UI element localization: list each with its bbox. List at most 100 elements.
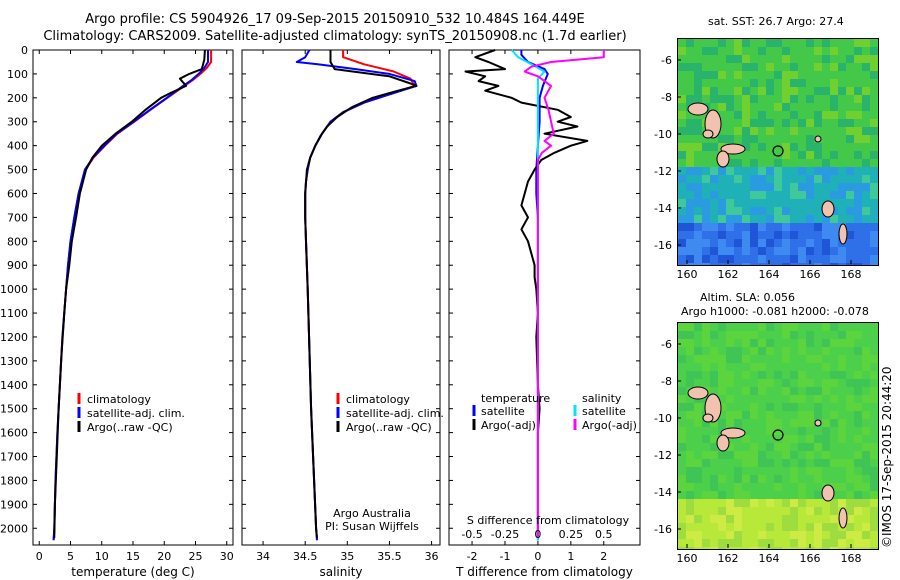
map-cell — [782, 119, 790, 127]
map-cell — [862, 71, 870, 79]
map-cell — [806, 475, 814, 483]
map-cell — [830, 419, 838, 427]
map-cell — [814, 199, 822, 207]
map-cell — [822, 87, 830, 95]
map-cell — [798, 183, 806, 191]
map-cell — [694, 175, 702, 183]
map-cell — [766, 119, 774, 127]
map-cell — [766, 395, 774, 403]
map-cell — [870, 95, 878, 103]
map-cell — [806, 151, 814, 159]
map-cell — [854, 151, 862, 159]
map-cell — [854, 459, 862, 467]
map-cell — [694, 191, 702, 199]
map-cell — [822, 515, 830, 523]
series-line — [295, 49, 418, 541]
island-shape — [687, 386, 709, 400]
map-cell — [734, 339, 742, 347]
map-cell — [790, 215, 798, 223]
map-cell — [822, 467, 830, 475]
map-cell — [822, 263, 830, 265]
map-cell — [870, 255, 878, 263]
map-cell — [774, 459, 782, 467]
map-cell — [854, 207, 862, 215]
map-cell — [870, 223, 878, 231]
map-cell — [854, 63, 862, 71]
map-cell — [718, 539, 726, 547]
map-cell — [830, 459, 838, 467]
map-cell — [798, 207, 806, 215]
map-cell — [694, 239, 702, 247]
map-cell — [750, 451, 758, 459]
series-line — [520, 50, 549, 541]
map-cell — [846, 175, 854, 183]
map-cell — [790, 127, 798, 135]
map-cell — [742, 63, 750, 71]
map-cell — [830, 55, 838, 63]
map-cell — [734, 483, 742, 491]
chart-title-line1: Argo profile: CS 5904926_17 09-Sep-2015 … — [85, 12, 585, 27]
x-axis-label-top: S difference from climatology — [467, 514, 630, 527]
map-cell — [750, 411, 758, 419]
sla-map — [677, 322, 879, 550]
sla-map-title-line2: Argo h1000: -0.081 h2000: -0.078 — [681, 305, 869, 318]
map-cell — [798, 87, 806, 95]
map-cell — [726, 467, 734, 475]
map-cell — [742, 215, 750, 223]
map-cell — [854, 531, 862, 539]
map-cell — [798, 223, 806, 231]
map-cell — [814, 363, 822, 371]
map-cell — [862, 199, 870, 207]
map-cell — [814, 435, 822, 443]
x-tick-label: 36 — [425, 550, 439, 563]
map-cell — [862, 95, 870, 103]
map-cell — [862, 467, 870, 475]
map-cell — [846, 239, 854, 247]
map-cell — [830, 387, 838, 395]
map-cell — [702, 183, 710, 191]
map-cell — [694, 255, 702, 263]
map-cell — [766, 483, 774, 491]
map-cell — [694, 207, 702, 215]
map-cell — [702, 427, 710, 435]
map-cell — [718, 363, 726, 371]
map-cell — [790, 63, 798, 71]
legend-label: Argo(..raw -QC) — [346, 421, 432, 434]
map-cell — [766, 475, 774, 483]
depth-tick-label: 1800 — [0, 474, 28, 487]
map-cell — [718, 507, 726, 515]
map-cell — [718, 247, 726, 255]
map-cell — [702, 239, 710, 247]
map-cell — [726, 331, 734, 339]
map-cell — [766, 199, 774, 207]
map-cell — [750, 419, 758, 427]
argo-location-marker — [772, 429, 784, 441]
map-cell — [686, 79, 694, 87]
map-cell — [830, 523, 838, 531]
map-cell — [790, 411, 798, 419]
map-cell — [726, 355, 734, 363]
map-cell — [718, 459, 726, 467]
map-cell — [678, 111, 686, 119]
map-cell — [790, 467, 798, 475]
map-cell — [750, 255, 758, 263]
map-cell — [702, 435, 710, 443]
map-cell — [750, 467, 758, 475]
map-cell — [694, 199, 702, 207]
map-cell — [766, 95, 774, 103]
map-cell — [846, 247, 854, 255]
map-cell — [846, 223, 854, 231]
map-cell — [846, 63, 854, 71]
map-cell — [702, 395, 710, 403]
map-cell — [742, 451, 750, 459]
map-cell — [742, 339, 750, 347]
panel-frame — [241, 49, 441, 546]
map-cell — [838, 39, 846, 47]
map-cell — [814, 207, 822, 215]
map-cell — [838, 71, 846, 79]
map-cell — [710, 507, 718, 515]
map-cell — [686, 475, 694, 483]
map-cell — [854, 47, 862, 55]
map-cell — [678, 347, 686, 355]
map-cell — [798, 63, 806, 71]
